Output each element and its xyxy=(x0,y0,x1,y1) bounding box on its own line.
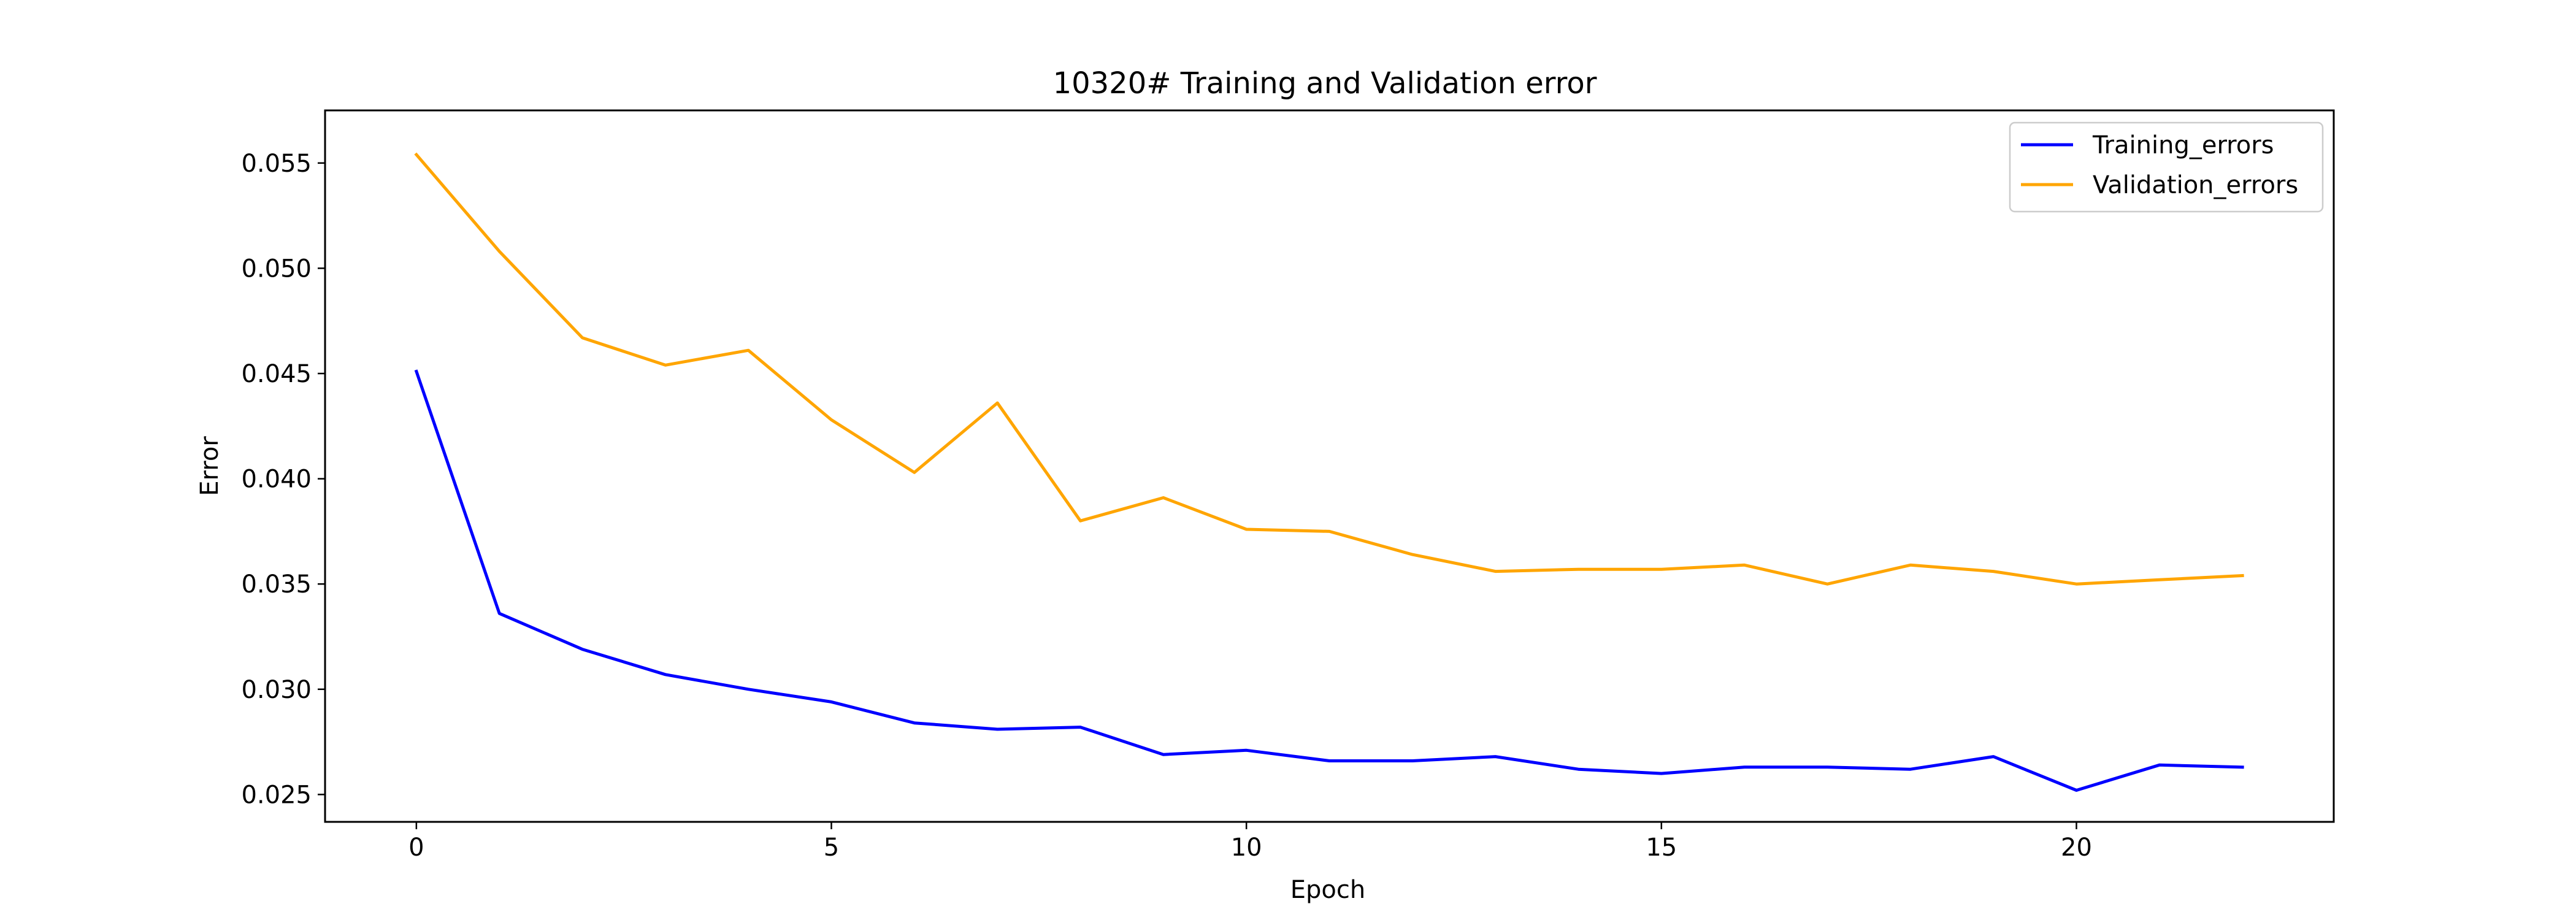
plot-area: 0 5 10 15 20 0.0250.0300.0350.0400.0450.0500… xyxy=(241,109,2335,862)
x-tick-label: 10 xyxy=(1231,834,1262,862)
x-tick-label: 5 xyxy=(824,834,839,862)
y-tick-label: 0.025 xyxy=(241,781,312,809)
axes-frame xyxy=(324,109,2335,823)
y-tick-label: 0.030 xyxy=(241,676,312,704)
series-line-validation-errors xyxy=(414,152,2244,586)
y-tick-label: 0.040 xyxy=(241,466,312,494)
x-axis-label: Epoch xyxy=(1290,876,1365,904)
series-line-training-errors xyxy=(414,369,2244,792)
x-tick-label: 20 xyxy=(2061,834,2092,862)
y-tick-label: 0.050 xyxy=(241,255,312,283)
y-axis-label: Error xyxy=(196,436,224,496)
x-tick-label: 0 xyxy=(408,834,424,862)
x-axis-ticks: 0 5 10 15 20 xyxy=(408,822,2092,862)
y-axis-ticks: 0.025 0.030 0.035 0.040 0.045 0.050 0.055 xyxy=(241,150,325,809)
y-tick-label: 0.035 xyxy=(241,570,312,599)
series-layer xyxy=(414,152,2244,792)
legend-label-training: Training_errors xyxy=(2092,131,2274,159)
chart-title: 10320# Training and Validation error xyxy=(1053,66,1597,101)
y-tick-label: 0.055 xyxy=(241,150,312,178)
legend-label-validation: Validation_errors xyxy=(2093,171,2298,199)
legend-box xyxy=(2009,121,2324,213)
y-tick-label: 0.045 xyxy=(241,360,312,388)
legend: Training_errors Validation_errors xyxy=(2009,121,2324,213)
x-tick-label: 15 xyxy=(1646,834,1677,862)
